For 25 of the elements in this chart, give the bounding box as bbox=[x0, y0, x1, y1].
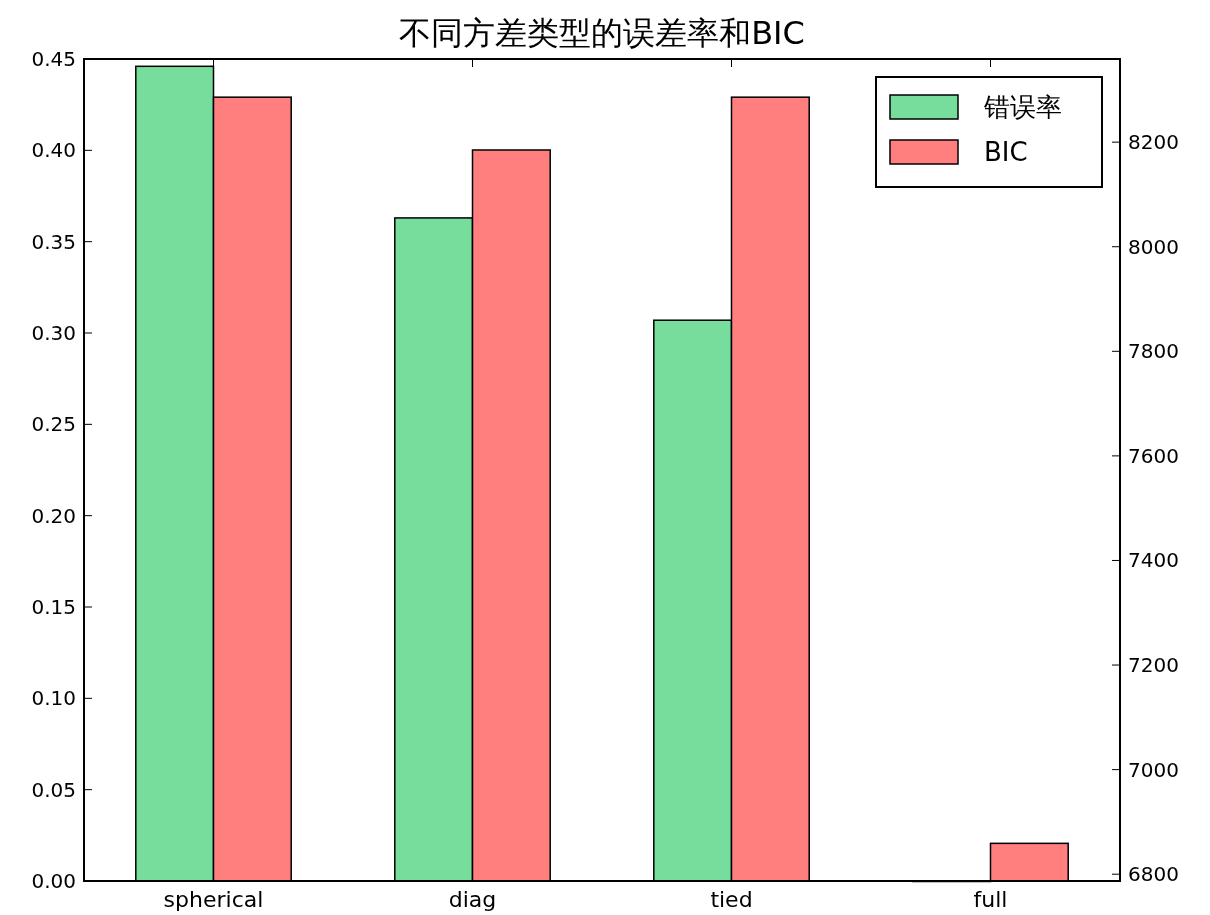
y2-tick-label: 7800 bbox=[1128, 339, 1179, 364]
y-tick-label: 0.25 bbox=[31, 412, 76, 437]
y-tick-label: 0.40 bbox=[31, 138, 76, 163]
y2-tick-label: 7400 bbox=[1128, 548, 1179, 573]
y-tick-label: 0.10 bbox=[31, 686, 76, 711]
y2-tick-label: 6800 bbox=[1128, 862, 1179, 887]
y-tick-label: 0.45 bbox=[31, 47, 76, 71]
y-tick-label: 0.20 bbox=[31, 503, 76, 528]
y-tick-label: 0.15 bbox=[31, 595, 76, 619]
legend-label: 错误率 bbox=[983, 92, 1062, 122]
x-tick-label: full bbox=[973, 887, 1008, 912]
y2-tick-label: 7200 bbox=[1128, 653, 1179, 678]
y-tick-label: 0.30 bbox=[31, 321, 76, 345]
y-tick-label: 0.05 bbox=[31, 777, 76, 802]
chart-title: 不同方差类型的误差率和BIC bbox=[399, 14, 805, 52]
y2-tick-label: 8000 bbox=[1128, 234, 1179, 259]
legend-label: BIC bbox=[984, 137, 1028, 167]
x-tick-label: spherical bbox=[163, 887, 264, 912]
y2-tick-label: 8200 bbox=[1128, 130, 1179, 155]
x-tick-label: tied bbox=[710, 887, 753, 912]
y-tick-label: 0.35 bbox=[31, 229, 76, 254]
y2-tick-label: 7000 bbox=[1128, 757, 1179, 782]
y2-tick-label: 7600 bbox=[1128, 443, 1179, 468]
y-tick-label: 0.00 bbox=[31, 869, 76, 893]
x-tick-label: diag bbox=[448, 887, 497, 912]
